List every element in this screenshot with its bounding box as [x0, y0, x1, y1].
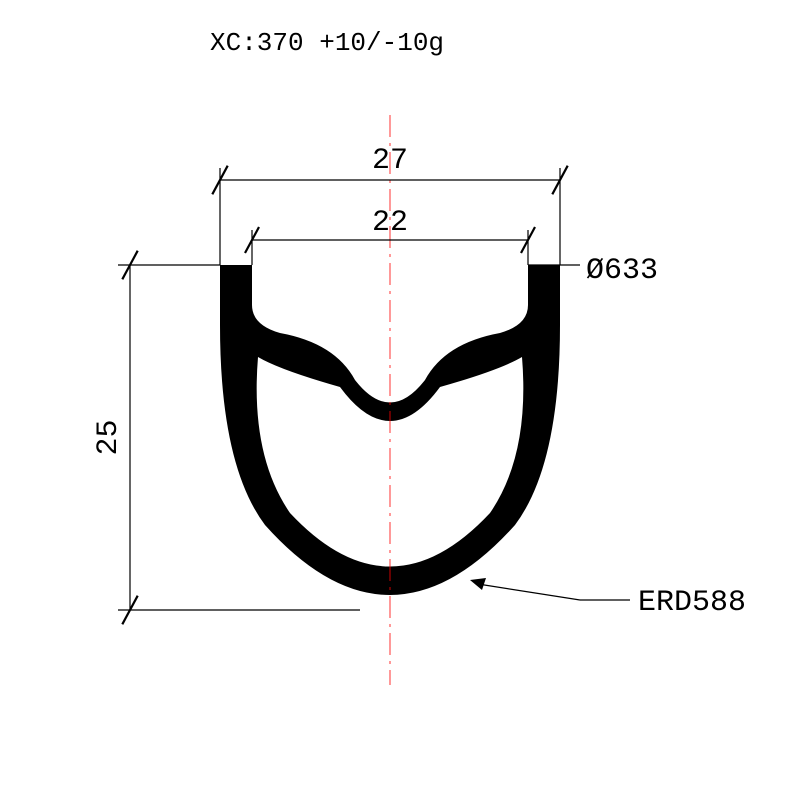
dim-outer-width: 27	[372, 144, 408, 178]
erd-label: ERD588	[638, 586, 746, 620]
dim-inner-width: 22	[372, 206, 408, 240]
spec-title: XC:370 +10/-10g	[210, 28, 444, 58]
leader-line	[478, 584, 580, 600]
diameter-label: Ø633	[586, 254, 658, 288]
dim-height: 25	[92, 419, 126, 455]
